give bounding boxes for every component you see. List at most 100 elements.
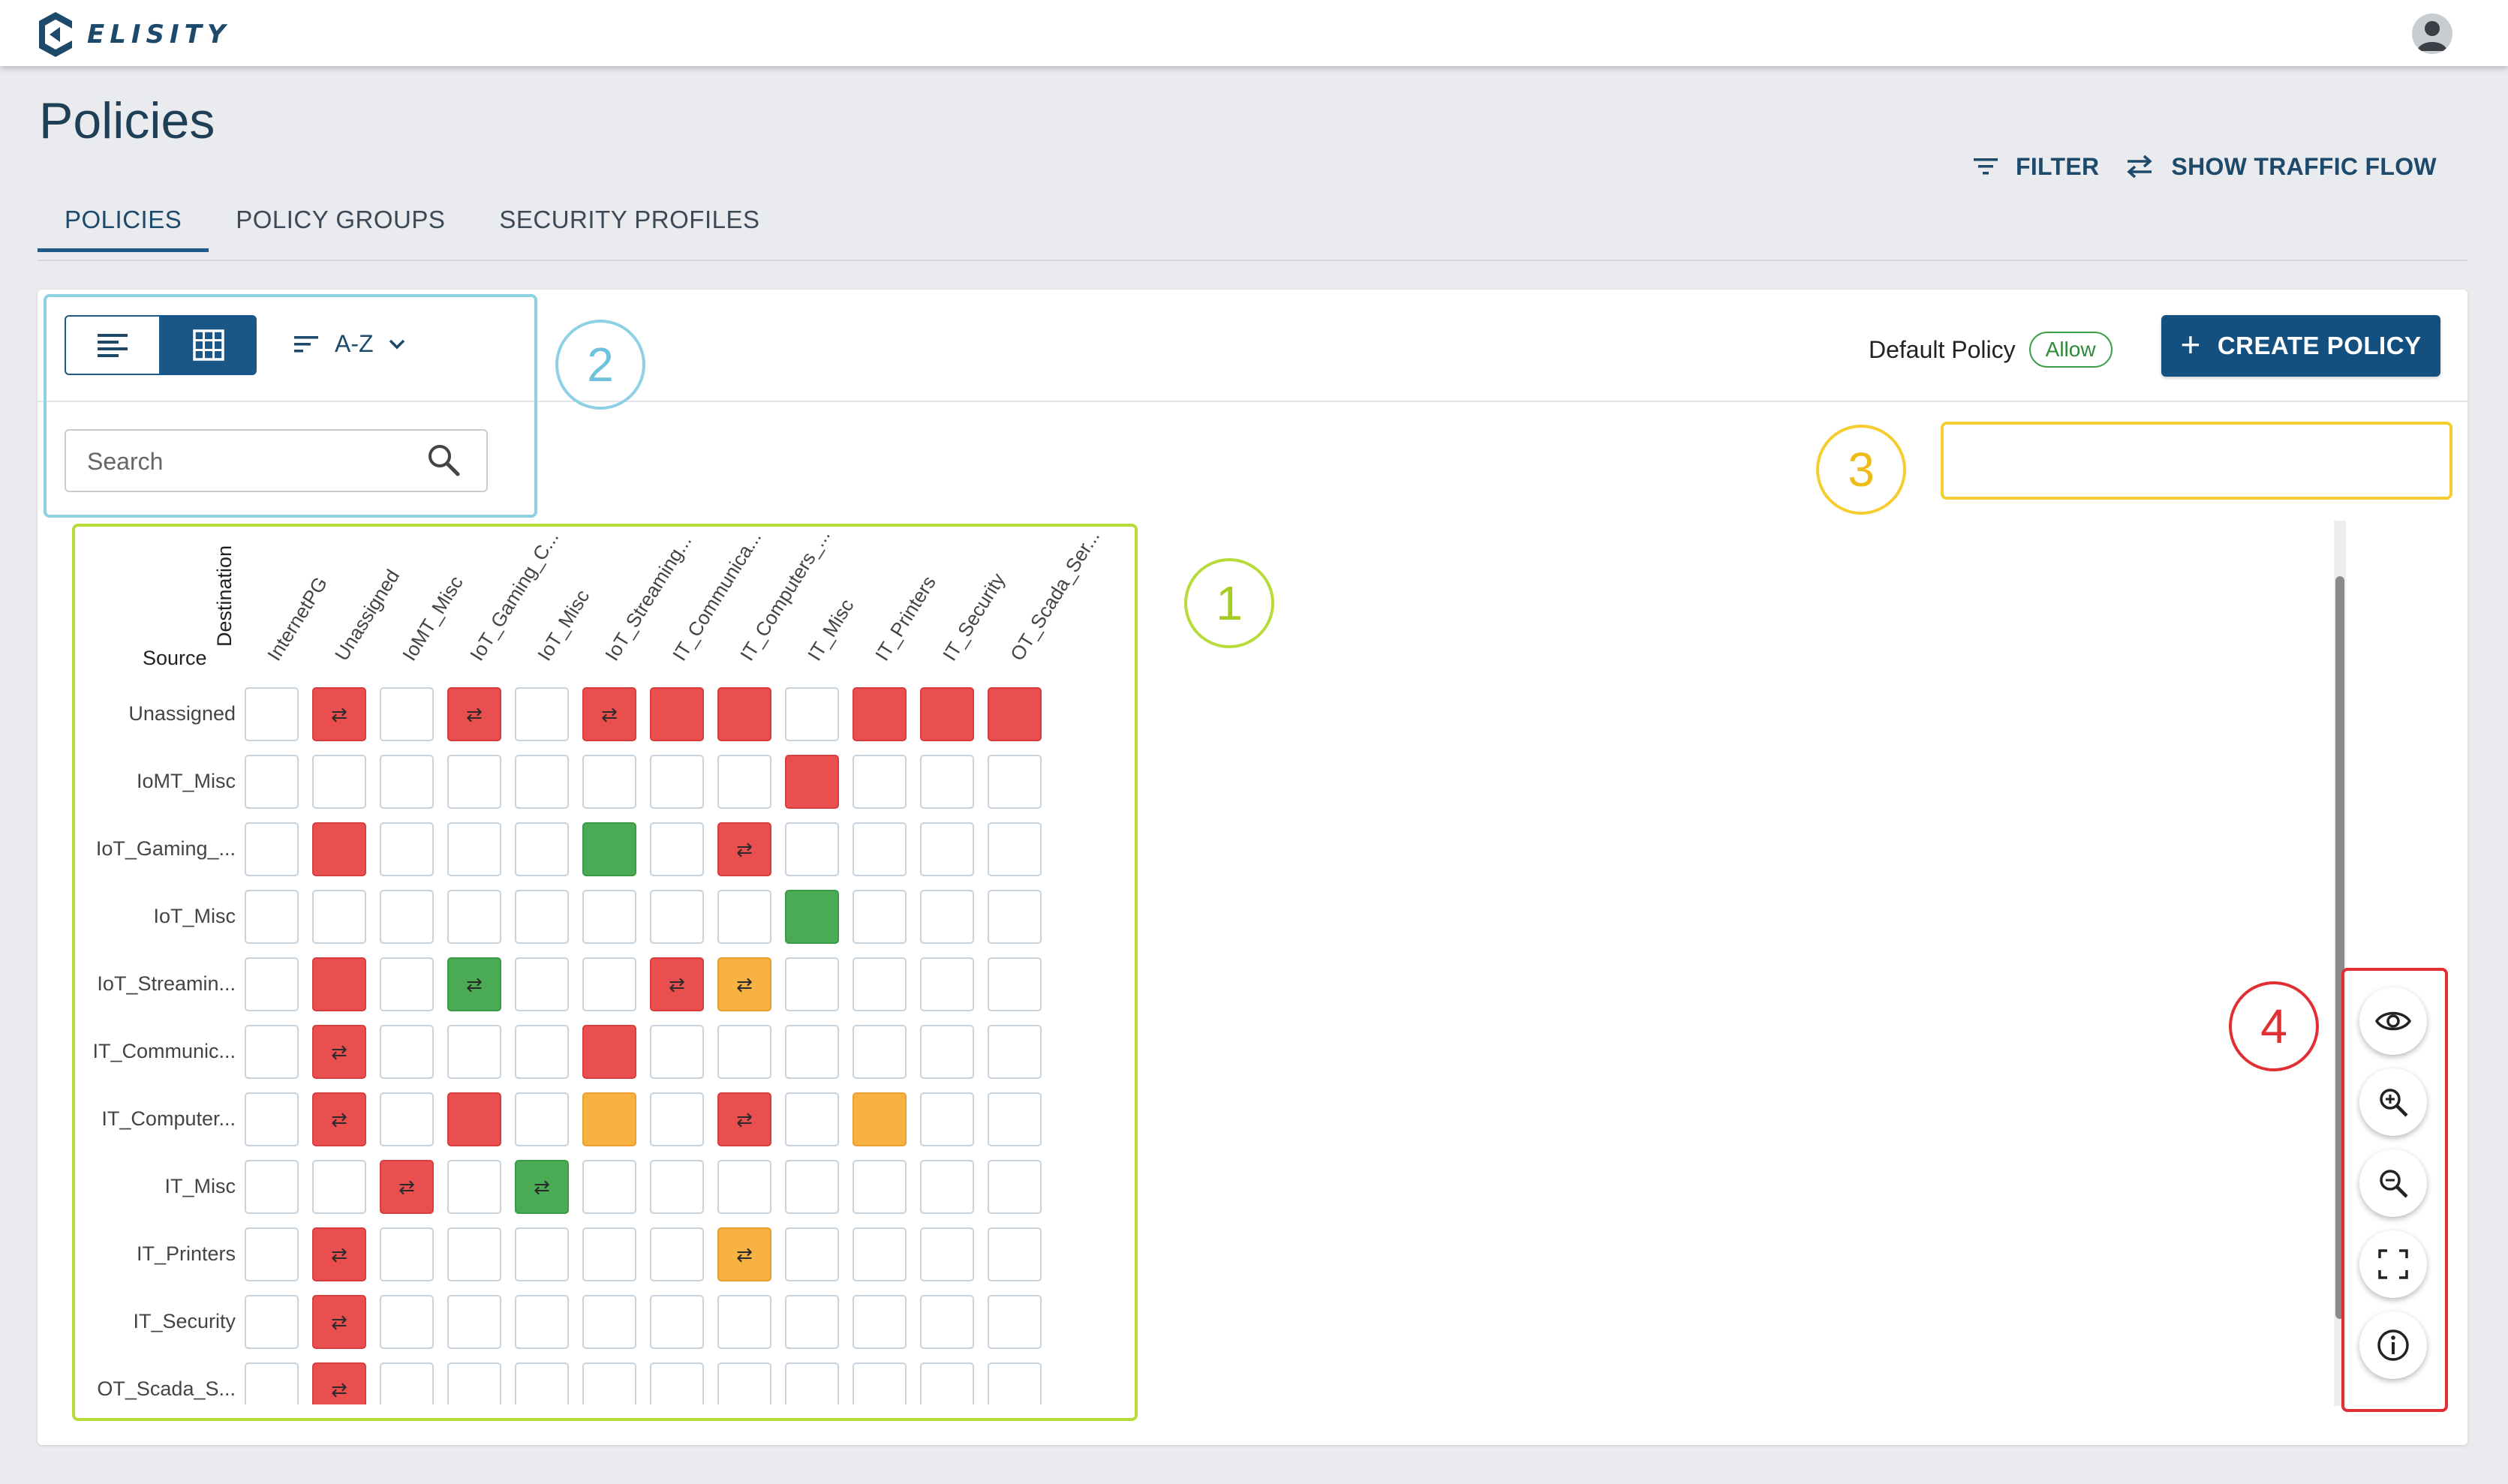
policy-cell[interactable]: [245, 1025, 299, 1079]
policy-cell[interactable]: [245, 687, 299, 741]
search-input[interactable]: [86, 444, 419, 479]
policy-cell[interactable]: ⇄: [380, 1160, 434, 1214]
policy-cell[interactable]: [988, 1295, 1042, 1349]
row-header[interactable]: IoT_Streamin...: [97, 972, 236, 995]
policy-cell[interactable]: [312, 755, 366, 809]
row-header[interactable]: IT_Computer...: [101, 1107, 236, 1130]
policy-cell[interactable]: [650, 1227, 704, 1281]
policy-cell[interactable]: ⇄: [447, 687, 501, 741]
policy-cell[interactable]: [515, 1295, 569, 1349]
policy-cell[interactable]: ⇄: [515, 1160, 569, 1214]
policy-cell[interactable]: ⇄: [717, 1092, 771, 1146]
policy-cell[interactable]: [245, 1160, 299, 1214]
policy-cell[interactable]: [582, 1227, 636, 1281]
policy-cell[interactable]: [920, 890, 974, 944]
policy-cell[interactable]: [650, 890, 704, 944]
grid-view-button[interactable]: [161, 315, 257, 375]
policy-cell[interactable]: [988, 822, 1042, 876]
policy-cell[interactable]: [650, 755, 704, 809]
policy-cell[interactable]: [245, 1227, 299, 1281]
row-header[interactable]: IoMT_Misc: [136, 770, 236, 792]
policy-cell[interactable]: [920, 1160, 974, 1214]
policy-cell[interactable]: [650, 822, 704, 876]
row-header[interactable]: Unassigned: [128, 702, 236, 725]
policy-cell[interactable]: [988, 1160, 1042, 1214]
policy-cell[interactable]: [988, 890, 1042, 944]
policy-cell[interactable]: [245, 890, 299, 944]
zoom-out-button[interactable]: [2359, 1149, 2427, 1217]
policy-cell[interactable]: ⇄: [312, 1227, 366, 1281]
fit-screen-button[interactable]: [2359, 1230, 2427, 1298]
policy-cell[interactable]: [312, 822, 366, 876]
policy-cell[interactable]: [853, 1227, 907, 1281]
policy-cell[interactable]: [515, 1227, 569, 1281]
policy-cell[interactable]: [380, 1227, 434, 1281]
info-button[interactable]: [2359, 1311, 2427, 1379]
policy-cell[interactable]: [853, 687, 907, 741]
policy-cell[interactable]: [988, 755, 1042, 809]
policy-cell[interactable]: [650, 1362, 704, 1404]
policy-cell[interactable]: [650, 1025, 704, 1079]
zoom-in-button[interactable]: [2359, 1068, 2427, 1136]
policy-cell[interactable]: ⇄: [582, 687, 636, 741]
row-header[interactable]: IoT_Misc: [153, 905, 236, 927]
policy-cell[interactable]: [717, 890, 771, 944]
policy-cell[interactable]: [717, 1160, 771, 1214]
policy-cell[interactable]: [515, 1362, 569, 1404]
policy-cell[interactable]: [920, 1092, 974, 1146]
policy-cell[interactable]: [515, 890, 569, 944]
policy-cell[interactable]: ⇄: [717, 1227, 771, 1281]
policy-cell[interactable]: [582, 957, 636, 1011]
policy-cell[interactable]: [650, 1160, 704, 1214]
tab-policy-groups[interactable]: POLICY GROUPS: [236, 206, 446, 233]
policy-cell[interactable]: [650, 687, 704, 741]
policy-cell[interactable]: [785, 890, 839, 944]
policy-cell[interactable]: [582, 822, 636, 876]
policy-cell[interactable]: [717, 1362, 771, 1404]
policy-cell[interactable]: [312, 1160, 366, 1214]
policy-cell[interactable]: [582, 1295, 636, 1349]
policy-cell[interactable]: [717, 755, 771, 809]
row-header[interactable]: IoT_Gaming_...: [95, 837, 236, 860]
policy-cell[interactable]: [717, 1025, 771, 1079]
policy-cell[interactable]: [582, 1160, 636, 1214]
row-header[interactable]: IT_Security: [133, 1310, 236, 1332]
policy-cell[interactable]: [988, 1362, 1042, 1404]
policy-cell[interactable]: [447, 755, 501, 809]
policy-cell[interactable]: [988, 957, 1042, 1011]
policy-cell[interactable]: [380, 822, 434, 876]
policy-cell[interactable]: ⇄: [312, 1025, 366, 1079]
policy-cell[interactable]: [785, 1092, 839, 1146]
policy-cell[interactable]: [447, 1362, 501, 1404]
search-icon[interactable]: [426, 443, 461, 477]
policy-cell[interactable]: [785, 1160, 839, 1214]
policy-cell[interactable]: [920, 957, 974, 1011]
policy-cell[interactable]: [785, 1025, 839, 1079]
policy-cell[interactable]: ⇄: [717, 957, 771, 1011]
policy-cell[interactable]: [447, 822, 501, 876]
policy-cell[interactable]: [920, 755, 974, 809]
policy-cell[interactable]: [380, 755, 434, 809]
policy-cell[interactable]: [785, 1295, 839, 1349]
policy-cell[interactable]: [515, 957, 569, 1011]
policy-cell[interactable]: [582, 890, 636, 944]
policy-cell[interactable]: [515, 1092, 569, 1146]
policy-cell[interactable]: ⇄: [312, 1295, 366, 1349]
show-traffic-flow-button[interactable]: SHOW TRAFFIC FLOW: [2125, 153, 2437, 181]
policy-cell[interactable]: ⇄: [447, 957, 501, 1011]
policy-cell[interactable]: [380, 1362, 434, 1404]
policy-cell[interactable]: [245, 957, 299, 1011]
policy-cell[interactable]: [380, 1025, 434, 1079]
policy-cell[interactable]: [245, 755, 299, 809]
policy-cell[interactable]: ⇄: [312, 687, 366, 741]
policy-cell[interactable]: [717, 1295, 771, 1349]
policy-cell[interactable]: ⇄: [717, 822, 771, 876]
policy-cell[interactable]: [582, 755, 636, 809]
policy-cell[interactable]: [380, 890, 434, 944]
policy-cell[interactable]: [853, 1160, 907, 1214]
policy-cell[interactable]: [650, 1092, 704, 1146]
list-view-button[interactable]: [65, 315, 161, 375]
policy-cell[interactable]: [515, 1025, 569, 1079]
policy-cell[interactable]: [447, 1025, 501, 1079]
policy-cell[interactable]: [245, 822, 299, 876]
